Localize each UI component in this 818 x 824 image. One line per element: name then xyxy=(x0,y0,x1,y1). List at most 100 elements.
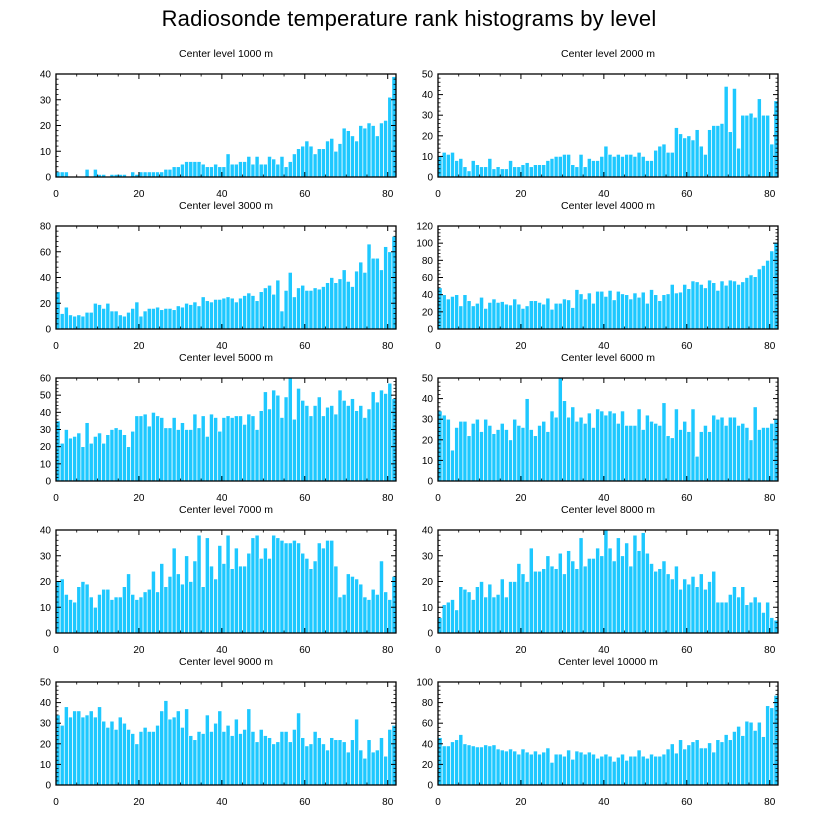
histogram-bar xyxy=(217,166,223,178)
histogram-bar xyxy=(88,442,94,482)
histogram-bar xyxy=(537,164,543,178)
histogram-bar xyxy=(694,455,700,482)
x-tick-label: 40 xyxy=(216,493,228,504)
histogram-bar xyxy=(599,755,605,786)
histogram-bar xyxy=(723,425,729,482)
histogram-bar xyxy=(715,125,721,178)
histogram-bar xyxy=(366,599,372,634)
histogram-bar xyxy=(84,311,90,330)
histogram-bar xyxy=(578,293,584,330)
histogram-bar xyxy=(287,377,293,482)
histogram-bar xyxy=(296,387,301,482)
histogram-bar xyxy=(312,560,318,634)
histogram-bar xyxy=(599,156,605,178)
histogram-bar xyxy=(669,151,675,178)
histogram-bar xyxy=(487,745,493,786)
histogram-bar xyxy=(719,123,725,178)
histogram-bar xyxy=(291,418,297,482)
histogram-bar xyxy=(474,418,480,482)
histogram-bar xyxy=(350,286,355,330)
histogram-bar xyxy=(59,442,65,482)
histogram-bar xyxy=(121,315,127,330)
histogram-bar xyxy=(213,722,219,786)
histogram-bar xyxy=(703,153,708,178)
histogram-bar xyxy=(582,422,588,482)
histogram-bar xyxy=(374,135,380,178)
histogram-bar xyxy=(250,295,256,330)
y-tick-label: 40 xyxy=(40,698,52,709)
histogram-bar xyxy=(192,739,198,786)
histogram-bar xyxy=(516,303,522,330)
histogram-bar xyxy=(225,296,231,330)
histogram-bar xyxy=(209,413,214,482)
x-tick-label: 0 xyxy=(53,341,59,352)
histogram-bar xyxy=(354,140,360,178)
histogram-bar xyxy=(524,398,530,482)
histogram-bar xyxy=(163,308,169,330)
histogram-bar xyxy=(308,743,314,786)
histogram-bar xyxy=(769,617,775,634)
histogram-bar xyxy=(358,583,364,634)
histogram-bar xyxy=(254,741,260,786)
histogram-bar xyxy=(711,282,717,330)
y-tick-label: 40 xyxy=(40,70,52,81)
histogram-bar xyxy=(175,573,181,634)
histogram-bar xyxy=(557,302,563,330)
histogram-bar xyxy=(366,243,372,330)
histogram-bar xyxy=(258,410,264,482)
histogram-bar xyxy=(727,416,733,482)
histogram-bar xyxy=(545,160,551,178)
histogram-bar xyxy=(669,437,675,482)
histogram-bar xyxy=(254,156,260,178)
histogram-bar xyxy=(209,166,214,178)
y-tick-label: 60 xyxy=(422,719,434,730)
histogram-bar xyxy=(582,298,588,330)
histogram-bar xyxy=(329,138,335,178)
histogram-bar xyxy=(366,408,372,482)
histogram-bar xyxy=(615,422,621,482)
histogram-bar xyxy=(175,429,181,482)
x-tick-label: 80 xyxy=(764,797,776,808)
histogram-bar xyxy=(736,425,742,482)
histogram-bar xyxy=(63,706,69,786)
histogram-bar xyxy=(736,596,742,634)
histogram-bar xyxy=(63,306,69,330)
histogram-bar xyxy=(603,414,609,482)
histogram-bar xyxy=(279,539,285,634)
histogram-bar xyxy=(528,166,534,178)
histogram-bar xyxy=(167,427,173,482)
histogram-bar xyxy=(537,425,543,482)
histogram-bar xyxy=(503,596,509,634)
histogram-bar xyxy=(765,705,771,786)
histogram-bar xyxy=(72,710,78,786)
histogram-bar xyxy=(151,308,156,330)
histogram-bar xyxy=(233,415,239,482)
x-tick-label: 0 xyxy=(435,797,441,808)
histogram-bar xyxy=(271,389,277,482)
histogram-bar xyxy=(570,406,576,482)
histogram-bar xyxy=(520,308,526,330)
histogram-bar xyxy=(503,750,509,786)
y-tick-label: 10 xyxy=(422,456,434,467)
histogram-bar xyxy=(458,420,464,482)
histogram-bar xyxy=(574,750,580,786)
histogram-bar xyxy=(287,542,293,634)
histogram-bar xyxy=(350,398,355,482)
panel-title: Center level 4000 m xyxy=(561,200,655,212)
histogram-bar xyxy=(562,755,567,786)
histogram-bar xyxy=(354,578,360,634)
histogram-bar xyxy=(752,116,758,178)
histogram-bar xyxy=(101,442,107,482)
histogram-bar xyxy=(155,415,161,482)
x-tick-label: 80 xyxy=(764,341,776,352)
histogram-bar xyxy=(562,400,567,482)
histogram-bar xyxy=(84,583,90,634)
histogram-bar xyxy=(711,414,717,482)
histogram-bar xyxy=(325,282,331,330)
histogram-bar xyxy=(316,542,322,634)
histogram-bar xyxy=(603,296,609,330)
histogram-bar xyxy=(379,737,384,786)
histogram-bar xyxy=(275,741,281,786)
panel-title: Center level 1000 m xyxy=(179,48,273,60)
histogram-bar xyxy=(250,163,256,178)
